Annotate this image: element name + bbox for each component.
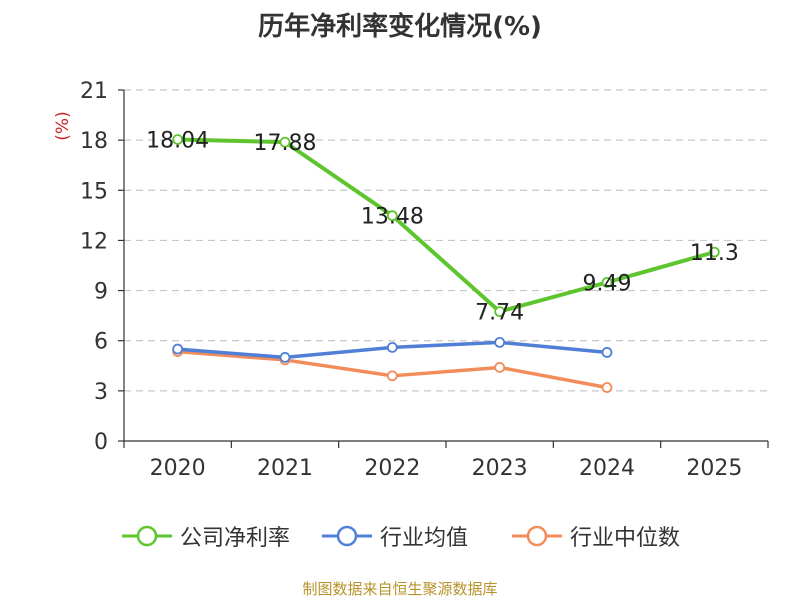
data-point — [494, 362, 506, 373]
data-labels: 18.04 17.88 13.48 7.74 9.49 11.3 — [146, 128, 739, 325]
data-point — [172, 134, 184, 145]
data-label: 18.04 — [146, 128, 209, 153]
chart-title: 历年净利率变化情况(%) — [258, 12, 542, 42]
x-tick-label: 2022 — [364, 456, 420, 481]
data-point — [494, 336, 506, 348]
series — [172, 134, 720, 393]
y-tick-label: 15 — [80, 179, 108, 204]
legend-marker-icon — [122, 525, 172, 547]
y-tick-label: 6 — [94, 330, 108, 355]
series-line — [177, 137, 715, 314]
axes: 0 3 6 9 12 15 18 21 (%) 2020 2021 2022 2023 2024 2025 — [53, 79, 769, 481]
y-tick-label: 12 — [80, 229, 108, 254]
legend-label: 行业中位数 — [570, 526, 681, 551]
y-tick-label: 3 — [94, 380, 108, 405]
source-note: 制图数据来自恒生聚源数据库 — [302, 580, 498, 598]
data-point — [601, 347, 613, 358]
series-line — [177, 349, 608, 390]
x-tick-label: 2025 — [686, 456, 742, 481]
y-tick-label: 21 — [80, 79, 108, 104]
data-point — [386, 370, 398, 382]
data-point — [708, 246, 720, 258]
y-axis-label: (%) — [53, 111, 73, 140]
data-label: 17.88 — [254, 131, 317, 156]
data-point — [172, 343, 184, 355]
legend-label: 公司净利率 — [180, 526, 291, 551]
legend-item[interactable]: 行业中位数 — [512, 520, 680, 552]
data-point — [279, 352, 291, 363]
data-point — [494, 306, 506, 318]
x-tick-label: 2024 — [579, 456, 635, 481]
y-tick-label: 18 — [80, 129, 108, 154]
x-tick-label: 2023 — [472, 456, 528, 481]
legend-marker-icon — [322, 525, 372, 547]
data-point — [601, 382, 613, 393]
data-label: 11.3 — [690, 241, 739, 266]
legend-label: 行业均值 — [380, 526, 469, 551]
x-tick-label: 2020 — [150, 456, 206, 481]
data-point — [279, 136, 291, 148]
data-point — [386, 210, 398, 222]
y-tick-label: 9 — [94, 280, 108, 305]
legend-item[interactable]: 公司净利率 — [122, 520, 290, 552]
legend-marker-icon — [512, 525, 562, 547]
data-point — [386, 341, 398, 353]
legend-item[interactable]: 行业均值 — [322, 520, 468, 552]
data-label: 9.49 — [583, 271, 632, 296]
data-point — [601, 276, 613, 288]
data-label: 13.48 — [361, 205, 424, 230]
y-tick-label: 0 — [94, 430, 108, 455]
data-label: 7.74 — [475, 301, 524, 326]
x-tick-label: 2021 — [257, 456, 313, 481]
legend[interactable]: 公司净利率 行业均值 行业中位数 — [0, 520, 800, 552]
